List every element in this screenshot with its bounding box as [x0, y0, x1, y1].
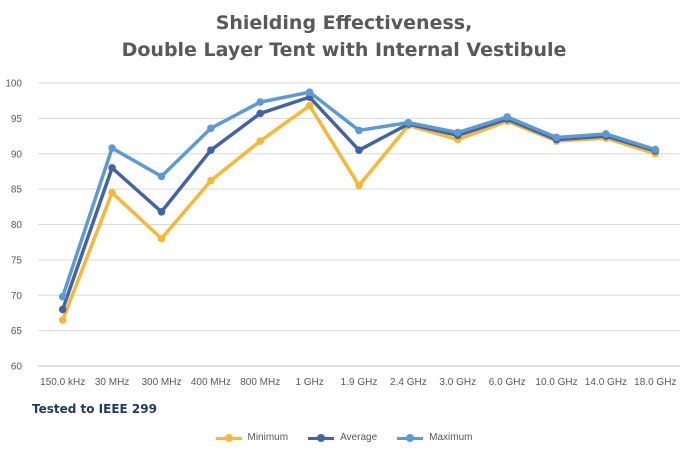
x-tick-label: 3.0 GHz — [439, 377, 476, 388]
data-point-maximum — [256, 98, 265, 106]
data-point-maximum — [58, 292, 67, 301]
data-point-maximum — [602, 130, 610, 138]
data-point-maximum — [305, 88, 314, 96]
y-tick-label: 85 — [11, 185, 23, 196]
data-point-minimum — [108, 188, 116, 197]
x-tick-label: 800 MHz — [240, 377, 280, 388]
data-point-maximum — [108, 144, 116, 152]
y-tick-label: 100 — [5, 79, 22, 90]
series-line-maximum — [60, 90, 658, 299]
x-tick-label: 1 GHz — [295, 377, 323, 388]
chart-title-line-1: Shielding Effectiveness, — [215, 12, 473, 34]
x-tick-label: 300 MHz — [141, 377, 181, 388]
series-average — [58, 93, 660, 314]
y-tick-label: 65 — [11, 326, 23, 337]
chart-legend: Minimum Average Maximum — [0, 432, 688, 443]
data-point-minimum — [58, 316, 67, 324]
legend-item-maximum: Maximum — [397, 432, 472, 443]
data-point-minimum — [305, 101, 314, 110]
chart-title: Shielding Effectiveness, Double Layer Te… — [0, 10, 688, 64]
x-axis-ticks: 150.0 kHz 30 MHz 300 MHz 400 MHz 800 MHz 1 GH… — [40, 377, 676, 388]
legend-label: Average — [340, 432, 378, 443]
data-point-average — [256, 109, 265, 118]
line-chart: 60 65 70 75 80 85 90 95 100 150.0 kHz 30 MHz 300 M… — [5, 79, 680, 388]
legend-label: Maximum — [429, 432, 473, 443]
x-tick-label: 6.0 GHz — [489, 377, 526, 388]
data-point-minimum — [207, 176, 215, 185]
x-tick-label: 18.0 GHz — [634, 377, 676, 388]
data-point-minimum — [355, 181, 363, 190]
x-tick-label: 30 MHz — [95, 377, 129, 388]
data-point-maximum — [404, 118, 413, 127]
data-point-maximum — [453, 128, 462, 137]
x-tick-label: 1.9 GHz — [341, 377, 378, 388]
legend-label: Minimum — [247, 432, 289, 443]
series-lines — [58, 88, 660, 324]
y-tick-label: 80 — [11, 220, 23, 231]
data-point-average — [207, 146, 215, 155]
y-tick-label: 60 — [11, 362, 23, 373]
data-point-maximum — [207, 124, 215, 133]
x-tick-label: 10.0 GHz — [535, 377, 577, 388]
legend-swatch — [215, 433, 242, 443]
y-tick-label: 70 — [11, 291, 23, 302]
data-point-maximum — [157, 172, 166, 181]
data-point-average — [58, 305, 67, 314]
legend-swatch — [397, 433, 424, 443]
data-point-minimum — [256, 137, 265, 145]
chart-title-line-2: Double Layer Tent with Internal Vestibul… — [121, 39, 567, 61]
legend-swatch — [308, 433, 335, 443]
x-tick-label: 400 MHz — [191, 377, 231, 388]
data-point-average — [157, 207, 166, 216]
legend-item-average: Average — [308, 432, 377, 443]
grid-lines — [38, 82, 680, 367]
y-tick-label: 75 — [11, 255, 23, 266]
test-standard-note: Tested to IEEE 299 — [32, 402, 157, 416]
y-axis-ticks: 60 65 70 75 80 85 90 95 100 — [5, 79, 22, 373]
x-tick-label: 14.0 GHz — [585, 377, 627, 388]
data-point-average — [108, 164, 116, 172]
y-tick-label: 90 — [11, 149, 23, 160]
x-tick-label: 2.4 GHz — [390, 377, 427, 388]
data-point-maximum — [503, 113, 511, 121]
data-point-maximum — [552, 133, 561, 142]
data-point-maximum — [651, 145, 660, 154]
x-tick-label: 150.0 kHz — [40, 377, 85, 388]
data-point-minimum — [157, 234, 166, 243]
data-point-maximum — [355, 126, 363, 135]
legend-item-minimum: Minimum — [215, 432, 289, 443]
y-tick-label: 95 — [11, 114, 23, 125]
data-point-average — [355, 146, 363, 155]
series-maximum — [58, 88, 660, 301]
